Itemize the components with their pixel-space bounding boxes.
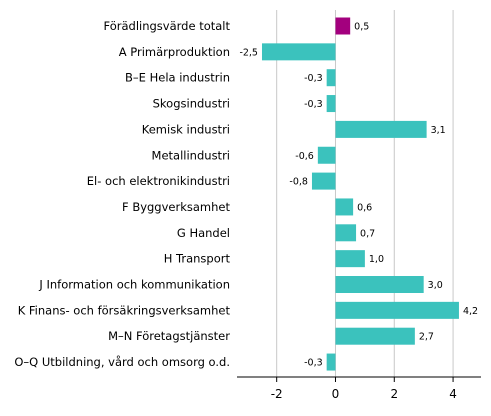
category-label-0: Förädlingsvärde totalt [104,19,231,33]
category-label-2: B–E Hela industrin [125,71,230,85]
x-tick-label-2: 2 [390,387,398,401]
bar-8 [335,224,357,242]
value-label-10: 3,0 [428,280,443,291]
value-label-11: 4,2 [463,306,478,317]
value-label-8: 0,7 [360,228,375,239]
value-label-3: -0,3 [304,99,323,110]
value-label-13: -0,3 [304,358,323,369]
value-label-6: -0,8 [289,177,308,188]
category-label-5: Metallindustri [152,148,230,162]
value-label-9: 1,0 [369,254,384,265]
category-label-10: J Information och kommunikation [38,278,230,292]
value-label-5: -0,6 [295,151,314,162]
category-label-9: H Transport [164,252,231,266]
x-tick-label-3: 4 [449,387,457,401]
bar-9 [335,250,365,268]
bar-1 [261,43,336,61]
grid-lines [276,10,454,377]
category-label-4: Kemisk industri [142,122,230,136]
value-label-1: -2,5 [239,47,258,58]
bars [261,17,459,371]
category-labels: Förädlingsvärde totalt A Primärproduktion… [14,19,230,369]
category-label-1: A Primärproduktion [119,45,230,59]
bar-4 [335,120,427,138]
bar-6 [311,172,336,190]
category-label-11: K Finans- och försäkringsverksamhet [18,303,231,317]
category-label-3: Skogsindustri [153,97,230,111]
value-label-12: 2,7 [419,332,434,343]
bar-12 [335,327,415,345]
bar-7 [335,198,354,216]
x-axis: -2 0 2 4 [237,376,481,401]
bar-0 [335,17,351,35]
bar-10 [335,276,424,293]
x-tick-label-1: 0 [332,387,340,401]
x-tick-label-0: -2 [271,387,283,401]
bar-13 [326,353,336,371]
category-label-8: G Handel [177,226,230,240]
bar-11 [335,301,459,319]
bar-2 [326,69,336,87]
category-label-7: F Byggverksamhet [122,200,230,214]
category-label-12: M–N Företagstjänster [108,329,230,343]
value-labels: 0,5 -2,5 -0,3 -0,3 3,1 -0,6 -0,8 0,6 0,7 1,0 3,0 4,… [239,22,478,369]
value-label-7: 0,6 [357,202,372,213]
bar-5 [317,146,336,164]
bar-3 [326,95,336,113]
category-label-6: El- och elektronikindustri [87,174,230,188]
category-label-13: O–Q Utbildning, vård och omsorg o.d. [14,355,230,369]
value-label-0: 0,5 [354,22,369,33]
value-label-4: 3,1 [431,125,446,136]
value-label-2: -0,3 [304,73,323,84]
